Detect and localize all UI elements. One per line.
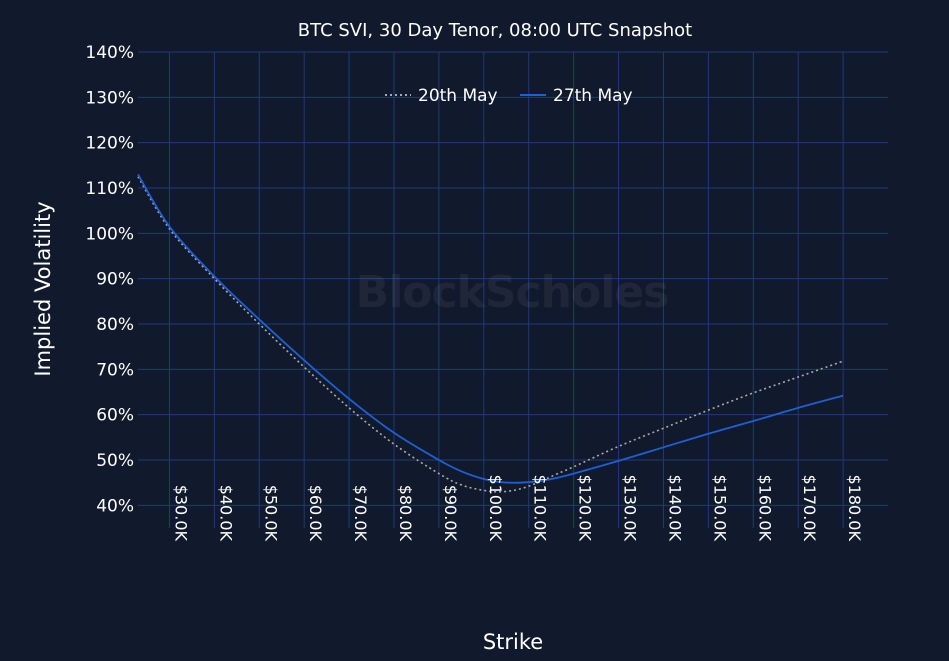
x-tick-label: $110.0K [531, 475, 550, 542]
watermark: BlockScholes [356, 267, 669, 318]
x-tick-label: $140.0K [665, 475, 684, 542]
x-tick-labels: $30.0K $40.0K $50.0K $60.0K $70.0K $80.0K $90.… [171, 475, 864, 542]
x-axis-label: Strike [483, 630, 543, 654]
x-tick-label: $40.0K [216, 485, 235, 542]
series-layer [137, 173, 844, 493]
y-tick-label: 40% [96, 496, 134, 516]
x-tick-label: $100.0K [486, 475, 505, 542]
y-tick-label: 100% [85, 224, 134, 244]
y-tick-labels: 40% 50% 60% 70% 80% 90% 100% 110% 120% 130% 140% [85, 43, 134, 516]
y-tick-label: 110% [85, 179, 134, 199]
legend-label-1: 20th May [418, 86, 498, 106]
grid [138, 51, 888, 528]
x-tick-label: $60.0K [306, 485, 325, 542]
x-tick-label: $120.0K [576, 475, 595, 542]
y-tick-label: 130% [85, 88, 134, 108]
x-tick-label: $150.0K [710, 475, 729, 542]
x-tick-label: $90.0K [441, 485, 460, 542]
legend: 20th May 27th May [385, 86, 633, 106]
series-line-2 [137, 173, 844, 484]
x-tick-label: $130.0K [621, 475, 640, 542]
chart-title: BTC SVI, 30 Day Tenor, 08:00 UTC Snapsho… [298, 20, 692, 41]
legend-label-2: 27th May [553, 86, 633, 106]
x-tick-label: $30.0K [171, 485, 190, 542]
x-tick-label: $180.0K [845, 475, 864, 542]
y-tick-label: 80% [96, 315, 134, 335]
y-tick-label: 120% [85, 134, 134, 154]
x-tick-label: $70.0K [351, 485, 370, 542]
y-tick-label: 50% [96, 451, 134, 471]
y-tick-label: 140% [85, 43, 134, 63]
y-tick-label: 70% [96, 360, 134, 380]
y-tick-label: 60% [96, 406, 134, 426]
x-tick-label: $80.0K [396, 485, 415, 542]
y-axis-label: Implied Volatility [31, 201, 55, 376]
y-tick-label: 90% [96, 270, 134, 290]
x-tick-label: $160.0K [755, 475, 774, 542]
x-tick-label: $50.0K [261, 485, 280, 542]
x-tick-label: $170.0K [800, 475, 819, 542]
series-line-1 [137, 176, 844, 493]
